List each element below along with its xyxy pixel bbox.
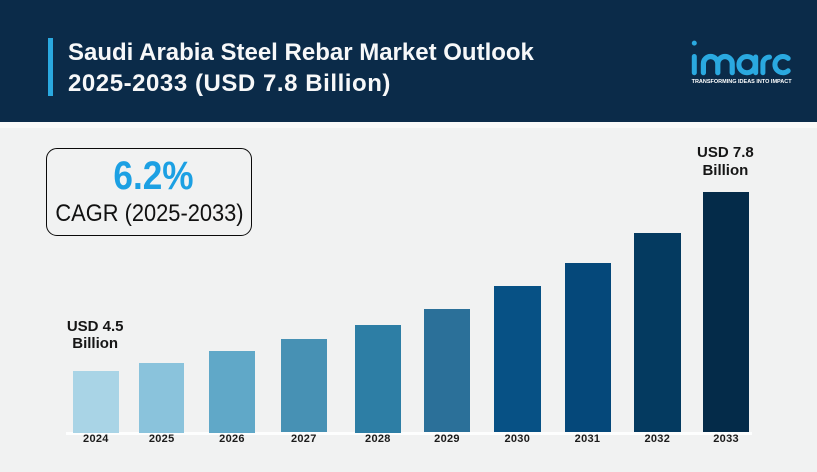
svg-text:TRANSFORMING IDEAS INTO IMPACT: TRANSFORMING IDEAS INTO IMPACT: [692, 79, 793, 85]
